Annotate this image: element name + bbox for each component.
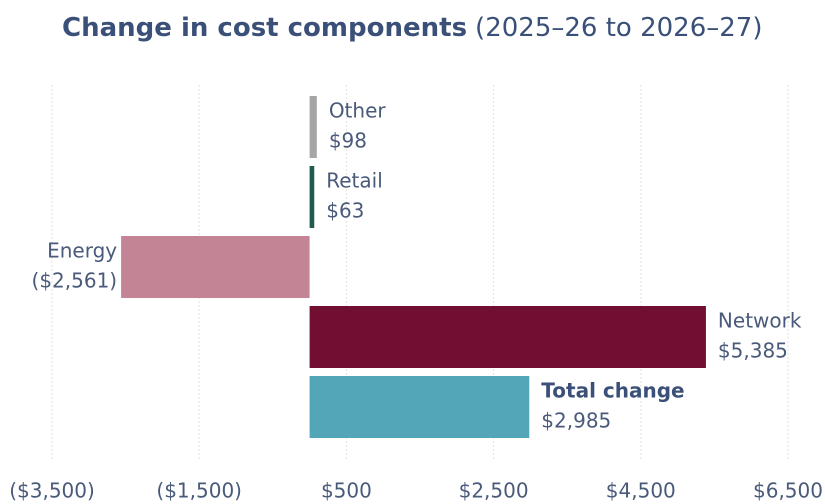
value-label: ($2,561) xyxy=(32,269,118,293)
x-tick-label: $6,500 xyxy=(753,479,823,503)
value-label: $2,985 xyxy=(541,409,611,433)
category-label: Retail xyxy=(326,169,383,193)
category-label: Network xyxy=(718,309,802,333)
category-label: Total change xyxy=(541,379,684,403)
value-label: $98 xyxy=(329,129,367,153)
bar xyxy=(309,306,706,368)
value-label: $63 xyxy=(326,199,364,223)
x-tick-label: ($3,500) xyxy=(9,479,95,503)
bar xyxy=(121,236,310,298)
bar xyxy=(309,166,315,228)
chart-subtitle: (2025–26 to 2026–27) xyxy=(475,13,762,43)
category-label: Energy xyxy=(47,239,117,263)
value-label: $5,385 xyxy=(718,339,788,363)
bar xyxy=(309,376,530,438)
x-tick-label: $500 xyxy=(321,479,372,503)
bar xyxy=(309,96,317,158)
x-tick-label: $4,500 xyxy=(606,479,676,503)
chart-title: Change in cost components xyxy=(62,13,467,43)
x-tick-label: $2,500 xyxy=(459,479,529,503)
category-label: Other xyxy=(329,99,387,123)
x-tick-label: ($1,500) xyxy=(156,479,242,503)
chart-heading: Change in cost components (2025–26 to 202… xyxy=(62,13,762,43)
